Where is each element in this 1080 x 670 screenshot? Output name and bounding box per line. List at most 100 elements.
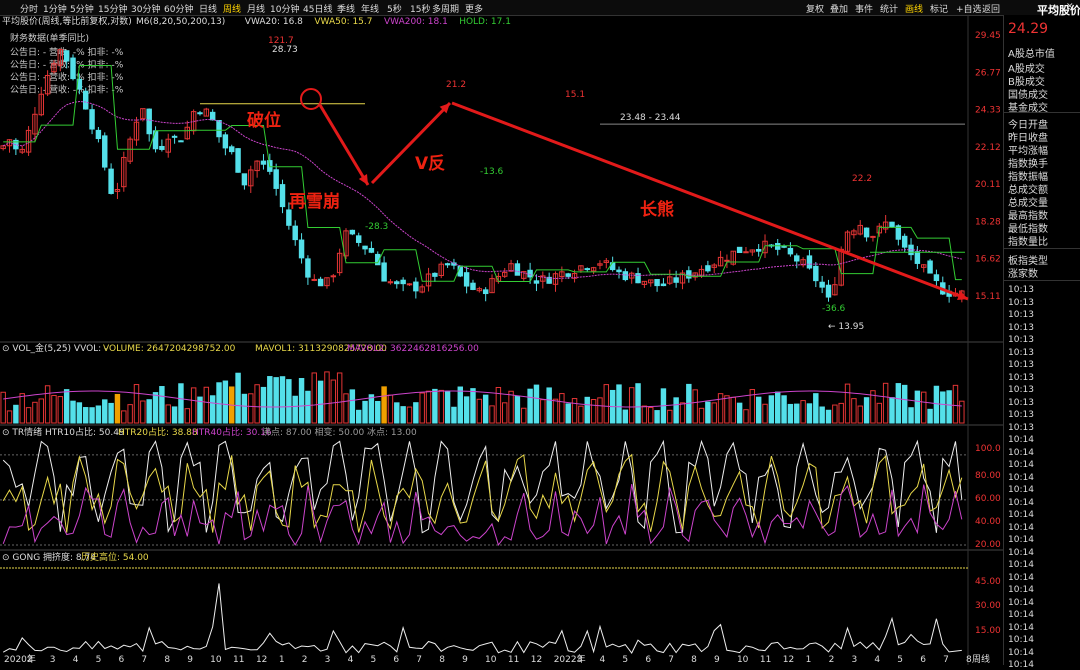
toolbar-action-6[interactable]: +自选 — [956, 5, 982, 15]
x-axis-label: 10 — [210, 655, 222, 665]
info-item-4[interactable]: 基金成交 — [1008, 103, 1048, 114]
candle-body — [63, 50, 70, 62]
tr-legend-htr20: HTR20占比: 38.88 — [118, 426, 198, 438]
price-label-2: 21.2 — [446, 80, 466, 90]
volume-bar — [375, 400, 381, 424]
tick-time: 10:14 — [1008, 660, 1034, 670]
volume-bar — [844, 383, 851, 424]
candle-body — [489, 278, 495, 294]
volume-bar — [489, 405, 495, 424]
period-tab-15[interactable]: 多周期 — [432, 5, 460, 15]
period-tab-16[interactable]: 更多 — [465, 5, 484, 15]
candle-body — [743, 251, 749, 254]
candle-body — [178, 140, 184, 143]
info-item-16[interactable]: 涨家数 — [1008, 269, 1038, 280]
info-item-6[interactable]: 昨日收盘 — [1008, 133, 1048, 144]
info-item-10[interactable]: 总成交额 — [1008, 185, 1048, 196]
period-tab-9[interactable]: 10分钟 — [270, 5, 300, 15]
candle-body — [914, 251, 921, 264]
info-item-15[interactable]: 板指类型 — [1008, 256, 1048, 267]
info-item-14[interactable]: 指数量比 — [1008, 237, 1048, 248]
period-tab-5[interactable]: 60分钟 — [164, 5, 194, 15]
arrow-avalanche-head — [358, 174, 368, 185]
volume-bar — [457, 386, 464, 424]
kline-chart[interactable]: 29.4526.7724.3322.1220.1118.2816.6215.11… — [0, 15, 1003, 665]
info-item-9[interactable]: 指数振幅 — [1008, 172, 1048, 183]
volume-bar — [298, 378, 305, 424]
toolbar-action-1[interactable]: 叠加 — [830, 5, 849, 15]
price-label-9: ← 13.95 — [828, 322, 864, 332]
volume-bar — [559, 393, 565, 424]
period-tab-11[interactable]: 季线 — [337, 5, 356, 15]
toolbar-action-3[interactable]: 统计 — [880, 5, 899, 15]
info-item-2[interactable]: B股成交 — [1008, 77, 1045, 88]
volume-bar — [165, 404, 171, 424]
toolbar-action-0[interactable]: 复权 — [806, 5, 825, 15]
period-tab-10[interactable]: 45日线 — [303, 5, 333, 15]
volume-bar — [413, 402, 419, 424]
current-price: 24.29 — [1008, 21, 1049, 37]
price-axis-label: 20.11 — [975, 180, 1001, 190]
period-tab-1[interactable]: 1分钟 — [43, 5, 67, 15]
period-tab-8[interactable]: 月线 — [247, 5, 266, 15]
candle-body — [616, 269, 622, 273]
info-item-0[interactable]: A股总市值 — [1008, 49, 1055, 60]
candle-body — [635, 273, 641, 284]
tick-time: 10:13 — [1008, 347, 1034, 358]
info-item-1[interactable]: A股成交 — [1008, 64, 1045, 75]
period-tab-6[interactable]: 日线 — [199, 5, 218, 15]
x-axis-label: 8 — [164, 655, 170, 665]
period-tab-13[interactable]: 5秒 — [387, 5, 402, 15]
candle-body — [787, 247, 794, 255]
info-item-3[interactable]: 国债成交 — [1008, 90, 1048, 101]
toolbar-action-4[interactable]: 画线 — [905, 5, 924, 15]
x-axis-label: 7 — [416, 655, 422, 665]
candle-body — [19, 148, 25, 153]
candle-body — [927, 260, 933, 274]
info-item-11[interactable]: 总成交量 — [1008, 198, 1048, 209]
volume-bar — [755, 396, 762, 424]
volume-bar — [578, 405, 584, 424]
info-item-13[interactable]: 最低指数 — [1008, 224, 1048, 235]
candle-body — [25, 129, 32, 153]
price-label-5: -13.6 — [480, 167, 504, 177]
toolbar-action-2[interactable]: 事件 — [855, 5, 874, 15]
volume-bar — [51, 394, 57, 424]
info-item-12[interactable]: 最高指数 — [1008, 211, 1048, 222]
volume-bar — [889, 397, 895, 424]
close-icon[interactable]: ✕ — [1066, 2, 1074, 12]
x-axis-label: 11 — [233, 655, 244, 665]
x-axis-label: 5 — [622, 655, 628, 665]
x-axis-label: 4 — [874, 655, 880, 665]
volume-bar — [521, 407, 527, 424]
gong-legend-name: ⊙ GONG 拥挤度: 8.74 — [2, 551, 96, 563]
period-tab-2[interactable]: 5分钟 — [70, 5, 94, 15]
candle-body — [184, 126, 191, 140]
volume-bar — [927, 408, 933, 424]
candle-body — [686, 270, 692, 279]
volume-bar — [616, 384, 622, 424]
candle-body — [336, 252, 343, 274]
volume-bar — [38, 398, 44, 424]
period-tab-12[interactable]: 年线 — [361, 5, 380, 15]
candle-body — [895, 225, 902, 240]
period-tab-7[interactable]: 周线 — [223, 5, 242, 15]
period-tab-0[interactable]: 分时 — [20, 5, 39, 15]
info-item-8[interactable]: 指数换手 — [1008, 159, 1048, 170]
toolbar-action-7[interactable]: 返回 — [982, 5, 1001, 15]
expand-icon[interactable]: ▭ — [1050, 2, 1059, 12]
volume-bar — [590, 399, 597, 424]
period-tab-14[interactable]: 15秒 — [410, 5, 431, 15]
gong-legend-hist: 历史高位: 54.00 — [81, 551, 149, 563]
volume-bar — [248, 393, 254, 424]
arrow-long-bear-head — [957, 291, 968, 300]
period-tab-3[interactable]: 15分钟 — [98, 5, 128, 15]
volume-bar — [381, 386, 387, 424]
volume-bar — [355, 409, 362, 424]
candle-body — [463, 272, 470, 287]
toolbar-action-5[interactable]: 标记 — [930, 5, 949, 15]
volume-bar — [546, 387, 552, 424]
info-item-7[interactable]: 平均涨幅 — [1008, 146, 1048, 157]
info-item-5[interactable]: 今日开盘 — [1008, 120, 1048, 131]
period-tab-4[interactable]: 30分钟 — [131, 5, 161, 15]
